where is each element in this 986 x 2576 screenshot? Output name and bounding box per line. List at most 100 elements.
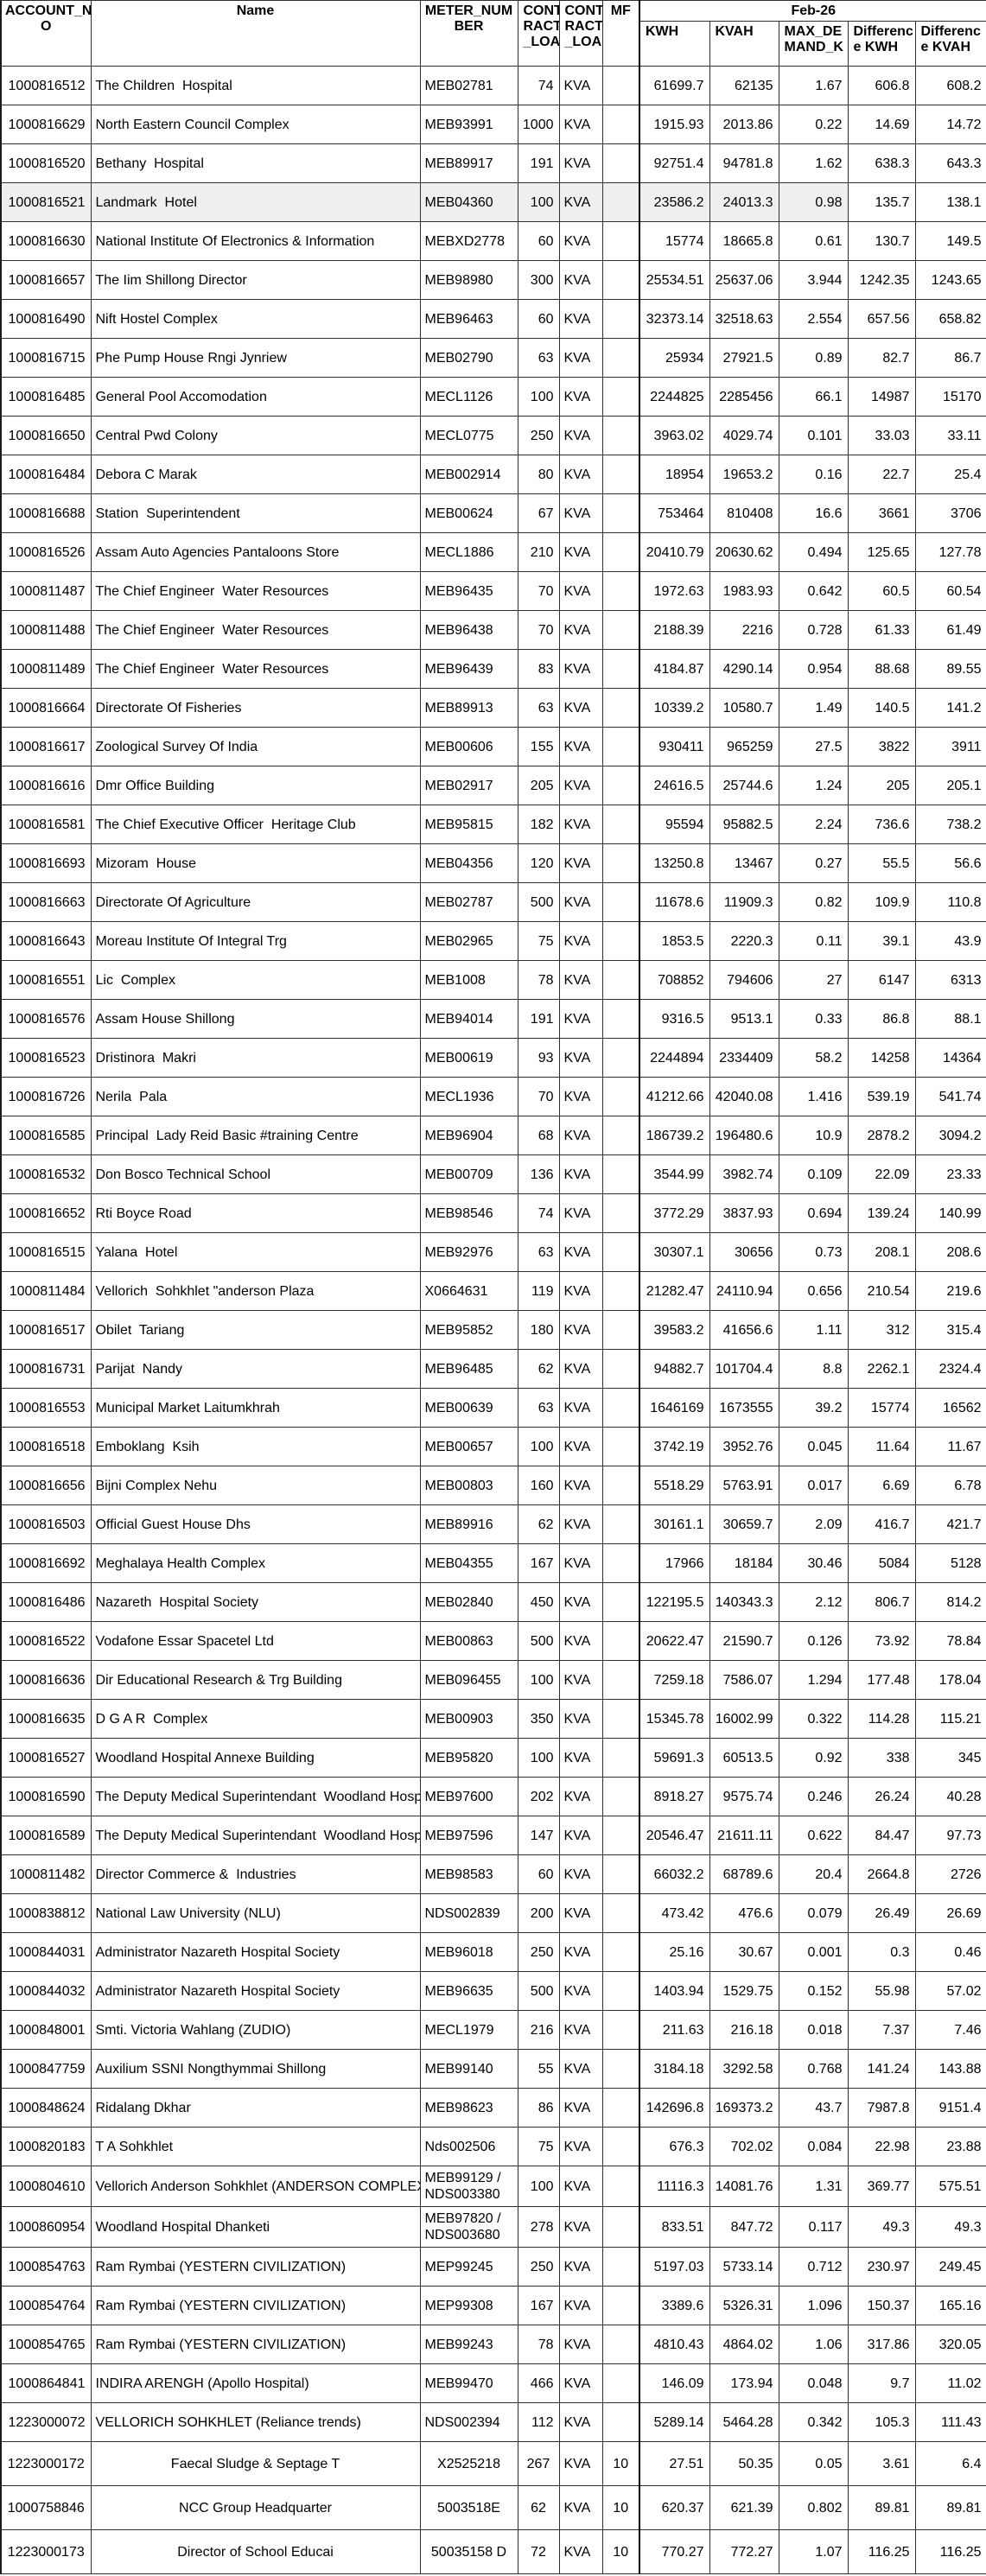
kvah-cell[interactable]: 3982.74 xyxy=(709,1154,779,1194)
meter-number-cell[interactable]: MEB99470 xyxy=(419,2363,518,2403)
name-cell[interactable]: Lic Complex xyxy=(90,960,421,1000)
kwh-cell[interactable]: 20622.47 xyxy=(639,1621,710,1661)
max-demand-cell[interactable]: 1.07 xyxy=(778,2529,849,2574)
contract-load-cell[interactable]: 74 xyxy=(517,66,560,105)
kwh-cell[interactable]: 61699.7 xyxy=(639,66,710,105)
difference-kvah-cell[interactable]: 16562 xyxy=(914,1388,986,1428)
contract-load-cell[interactable]: 136 xyxy=(517,1154,560,1194)
difference-kvah-cell[interactable]: 111.43 xyxy=(914,2402,986,2442)
difference-kvah-cell[interactable]: 541.74 xyxy=(914,1077,986,1116)
contract-load-cell[interactable]: 180 xyxy=(517,1310,560,1350)
kvah-cell[interactable]: 62135 xyxy=(709,66,779,105)
kwh-cell[interactable]: 930411 xyxy=(639,727,710,766)
name-cell[interactable]: Bethany Hospital xyxy=(90,143,421,183)
account-no-cell[interactable]: 1000848001 xyxy=(0,2010,92,2050)
meter-number-cell[interactable]: MEB96904 xyxy=(419,1116,518,1155)
account-no-cell[interactable]: 1000816692 xyxy=(0,1543,92,1583)
account-no-cell[interactable]: 1000844032 xyxy=(0,1971,92,2011)
kwh-cell[interactable]: 2244894 xyxy=(639,1038,710,1078)
account-no-cell[interactable]: 1000816663 xyxy=(0,882,92,922)
mf-cell[interactable] xyxy=(601,299,640,339)
difference-kvah-cell[interactable]: 205.1 xyxy=(914,766,986,805)
kvah-cell[interactable]: 1983.93 xyxy=(709,571,779,611)
name-cell[interactable]: Zoological Survey Of India xyxy=(90,727,421,766)
difference-kwh-cell[interactable]: 6147 xyxy=(847,960,916,1000)
difference-kvah-cell[interactable]: 345 xyxy=(914,1738,986,1778)
account-no-cell[interactable]: 1000816693 xyxy=(0,843,92,883)
mf-cell[interactable] xyxy=(601,610,640,650)
name-cell[interactable]: Director Commerce & Industries xyxy=(90,1854,421,1894)
contract-unit-cell[interactable]: KVA xyxy=(558,182,603,222)
max-demand-cell[interactable]: 0.126 xyxy=(778,1621,849,1661)
max-demand-cell[interactable]: 66.1 xyxy=(778,377,849,417)
account-no-cell[interactable]: 1000816576 xyxy=(0,999,92,1039)
contract-unit-cell[interactable]: KVA xyxy=(558,66,603,105)
account-no-cell[interactable]: 1000847759 xyxy=(0,2049,92,2089)
contract-load-cell[interactable]: 68 xyxy=(517,1116,560,1155)
difference-kvah-cell[interactable]: 0.46 xyxy=(914,1932,986,1972)
meter-number-cell[interactable]: X0664631 xyxy=(419,1271,518,1311)
name-cell[interactable]: Municipal Market Laitumkhrah xyxy=(90,1388,421,1428)
max-demand-cell[interactable]: 0.622 xyxy=(778,1816,849,1855)
meter-number-cell[interactable]: MEB96435 xyxy=(419,571,518,611)
difference-kwh-cell[interactable]: 2664.8 xyxy=(847,1854,916,1894)
kvah-cell[interactable]: 4029.74 xyxy=(709,416,779,455)
max-demand-cell[interactable]: 1.294 xyxy=(778,1660,849,1700)
difference-kwh-cell[interactable]: 3.61 xyxy=(847,2441,916,2486)
difference-kvah-cell[interactable]: 658.82 xyxy=(914,299,986,339)
contract-load-cell[interactable]: 119 xyxy=(517,1271,560,1311)
contract-load-cell[interactable]: 63 xyxy=(517,1232,560,1272)
contract-load-cell[interactable]: 155 xyxy=(517,727,560,766)
mf-cell[interactable] xyxy=(601,1388,640,1428)
kwh-cell[interactable]: 3544.99 xyxy=(639,1154,710,1194)
meter-number-cell[interactable]: MEB98546 xyxy=(419,1193,518,1233)
name-cell[interactable]: The Chief Executive Officer Heritage Clu… xyxy=(90,805,421,844)
difference-kvah-cell[interactable]: 9151.4 xyxy=(914,2088,986,2128)
mf-cell[interactable] xyxy=(601,260,640,300)
kvah-cell[interactable]: 18184 xyxy=(709,1543,779,1583)
max-demand-cell[interactable]: 0.27 xyxy=(778,843,849,883)
difference-kvah-cell[interactable]: 116.25 xyxy=(914,2529,986,2574)
kvah-cell[interactable]: 30.67 xyxy=(709,1932,779,1972)
max-demand-cell[interactable]: 0.342 xyxy=(778,2402,849,2442)
kvah-cell[interactable]: 19653.2 xyxy=(709,455,779,494)
kvah-cell[interactable]: 173.94 xyxy=(709,2363,779,2403)
mf-cell[interactable] xyxy=(601,1232,640,1272)
difference-kwh-cell[interactable]: 369.77 xyxy=(847,2166,916,2207)
account-no-cell[interactable]: 1000816643 xyxy=(0,921,92,961)
contract-unit-cell[interactable]: KVA xyxy=(558,2166,603,2207)
name-cell[interactable]: Yalana Hotel xyxy=(90,1232,421,1272)
kvah-cell[interactable]: 196480.6 xyxy=(709,1116,779,1155)
difference-kwh-cell[interactable]: 14.69 xyxy=(847,105,916,144)
kwh-cell[interactable]: 39583.2 xyxy=(639,1310,710,1350)
kvah-cell[interactable]: 140343.3 xyxy=(709,1582,779,1622)
contract-unit-cell[interactable]: KVA xyxy=(558,999,603,1039)
max-demand-cell[interactable]: 8.8 xyxy=(778,1349,849,1389)
max-demand-cell[interactable]: 0.694 xyxy=(778,1193,849,1233)
mf-cell[interactable] xyxy=(601,688,640,728)
name-cell[interactable]: National Law University (NLU) xyxy=(90,1893,421,1933)
difference-kwh-cell[interactable]: 210.54 xyxy=(847,1271,916,1311)
difference-kvah-cell[interactable]: 219.6 xyxy=(914,1271,986,1311)
meter-number-cell[interactable]: MEB02965 xyxy=(419,921,518,961)
meter-number-cell[interactable]: MEB96463 xyxy=(419,299,518,339)
meter-number-cell[interactable]: MEB96438 xyxy=(419,610,518,650)
max-demand-cell[interactable]: 2.09 xyxy=(778,1504,849,1544)
max-demand-cell[interactable]: 0.079 xyxy=(778,1893,849,1933)
difference-kwh-cell[interactable]: 205 xyxy=(847,766,916,805)
name-cell[interactable]: The Iim Shillong Director xyxy=(90,260,421,300)
account-no-cell[interactable]: 1000816630 xyxy=(0,221,92,261)
difference-kwh-cell[interactable]: 14258 xyxy=(847,1038,916,1078)
account-no-cell[interactable]: 1000816590 xyxy=(0,1777,92,1816)
contract-load-cell[interactable]: 75 xyxy=(517,921,560,961)
account-no-cell[interactable]: 1000816532 xyxy=(0,1154,92,1194)
account-no-cell[interactable]: 1000804610 xyxy=(0,2166,92,2207)
name-cell[interactable]: Dmr Office Building xyxy=(90,766,421,805)
contract-load-cell[interactable]: 191 xyxy=(517,999,560,1039)
kvah-cell[interactable]: 3837.93 xyxy=(709,1193,779,1233)
mf-cell[interactable]: 10 xyxy=(601,2441,640,2486)
meter-number-cell[interactable]: MEP99245 xyxy=(419,2247,518,2287)
mf-cell[interactable]: 10 xyxy=(601,2485,640,2530)
kwh-cell[interactable]: 10339.2 xyxy=(639,688,710,728)
kwh-cell[interactable]: 2244825 xyxy=(639,377,710,417)
